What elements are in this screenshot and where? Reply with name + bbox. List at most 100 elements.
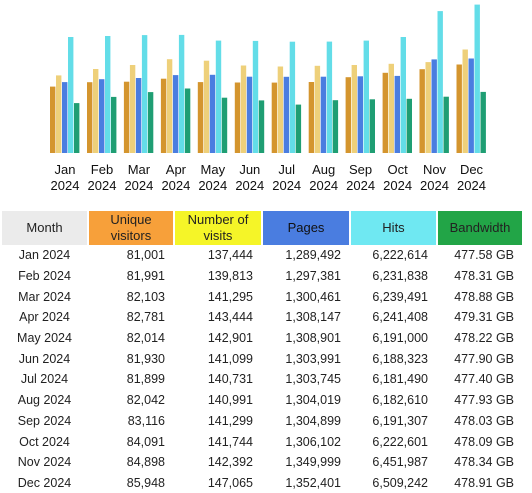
cell-number-of-visits: 139,813: [207, 269, 253, 284]
header-bandwidth[interactable]: Bandwidth: [438, 211, 522, 245]
cell-month: Nov 2024: [17, 455, 72, 470]
bar-unique-visitors: [456, 64, 462, 153]
cell-bandwidth: 478.88 GB: [454, 289, 514, 304]
bar-bandwidth: [369, 99, 375, 153]
header-number-of-visits[interactable]: Number of visits: [175, 211, 261, 245]
bar-number-of-visits: [203, 60, 210, 154]
cell-hits: 6,182,610: [372, 393, 428, 408]
cell-unique-visitors: 82,042: [126, 393, 165, 408]
bar-hits: [326, 41, 333, 153]
bar-pages: [99, 79, 105, 153]
x-tick-month: Apr: [166, 162, 187, 177]
header-month-label: Month: [26, 220, 63, 235]
cell-hits: 6,181,490: [372, 372, 428, 387]
bar-number-of-visits: [277, 66, 284, 153]
cell-bandwidth: 478.34 GB: [454, 455, 514, 470]
x-tick-month: Aug: [312, 162, 335, 177]
header-month[interactable]: Month: [2, 211, 87, 245]
header-unique-visitors[interactable]: Unique visitors: [89, 211, 173, 245]
header-pages[interactable]: Pages: [263, 211, 349, 245]
bar-number-of-visits: [56, 75, 62, 153]
bar-number-of-visits: [351, 65, 357, 153]
bar-unique-visitors: [234, 82, 241, 153]
cell-pages: 1,352,401: [285, 475, 341, 490]
x-tick-month: Jul: [278, 162, 295, 177]
header-hits-label: Hits: [382, 220, 405, 235]
cell-month: Mar 2024: [18, 289, 71, 304]
bar-hits: [105, 36, 111, 153]
bar-number-of-visits: [166, 59, 173, 154]
cell-unique-visitors: 83,116: [127, 413, 165, 428]
cell-hits: 6,509,242: [372, 475, 428, 490]
bar-number-of-visits: [462, 49, 468, 153]
x-tick-year: 2024: [51, 178, 80, 193]
cell-hits: 6,231,838: [372, 269, 428, 284]
cell-bandwidth: 478.09 GB: [454, 434, 514, 449]
cell-hits: 6,191,307: [372, 413, 428, 428]
x-tick-month: Oct: [387, 162, 408, 177]
bar-bandwidth: [258, 100, 265, 153]
bar-pages: [62, 82, 68, 153]
x-tick-month: Sep: [349, 162, 372, 177]
bar-hits: [141, 35, 148, 153]
bar-number-of-visits: [425, 62, 431, 153]
x-tick-year: 2024: [346, 178, 375, 193]
bar-pages: [246, 76, 253, 153]
cell-pages: 1,303,991: [285, 351, 341, 366]
monthly-bar-chart: Jan2024Feb2024Mar2024Apr2024May2024Jun20…: [50, 4, 486, 193]
bar-bandwidth: [332, 100, 339, 153]
cell-unique-visitors: 81,930: [126, 351, 165, 366]
bar-unique-visitors: [160, 78, 167, 153]
cell-hits: 6,241,408: [372, 310, 428, 325]
cell-pages: 1,304,899: [285, 413, 341, 428]
cell-hits: 6,188,323: [372, 351, 428, 366]
bar-bandwidth: [295, 104, 302, 153]
bar-pages: [283, 76, 290, 153]
cell-month: Jul 2024: [20, 372, 69, 387]
x-tick-month: Nov: [423, 162, 447, 177]
header-hits[interactable]: Hits: [351, 211, 436, 245]
cell-hits: 6,222,614: [372, 248, 428, 263]
cell-number-of-visits: 147,065: [207, 475, 253, 490]
cell-number-of-visits: 140,991: [207, 393, 253, 408]
cell-pages: 1,289,492: [285, 248, 341, 263]
cell-unique-visitors: 82,781: [126, 310, 165, 325]
bar-pages: [135, 78, 142, 153]
cell-pages: 1,308,147: [285, 310, 341, 325]
cell-month: Aug 2024: [17, 393, 72, 408]
cell-month: Jan 2024: [18, 248, 71, 263]
cell-bandwidth: 477.93 GB: [454, 393, 514, 408]
header-number-of-visits-line2: visits: [203, 228, 233, 243]
cell-bandwidth: 479.31 GB: [454, 310, 514, 325]
x-tick-year: 2024: [161, 178, 190, 193]
x-tick-month: Feb: [91, 162, 113, 177]
x-tick-month: Dec: [460, 162, 484, 177]
bar-number-of-visits: [388, 63, 394, 153]
bar-pages: [357, 76, 363, 153]
bar-bandwidth: [480, 91, 486, 153]
cell-month: May 2024: [17, 331, 72, 346]
bar-number-of-visits: [93, 69, 99, 153]
cell-hits: 6,222,601: [372, 434, 428, 449]
bar-unique-visitors: [197, 82, 204, 153]
bar-bandwidth: [111, 96, 117, 153]
cell-unique-visitors: 85,948: [126, 475, 165, 490]
cell-number-of-visits: 140,731: [207, 372, 253, 387]
cell-pages: 1,304,019: [285, 393, 341, 408]
cell-number-of-visits: 141,099: [207, 351, 253, 366]
x-tick-year: 2024: [383, 178, 412, 193]
cell-pages: 1,297,381: [285, 269, 341, 284]
bar-hits: [437, 11, 443, 153]
bar-unique-visitors: [308, 82, 315, 153]
table-row: Apr 2024 82,781 143,444 1,308,147 6,241,408 4…: [2, 307, 522, 328]
monthly-stats-table: Month Unique visitors Number of visits Pag…: [0, 211, 524, 493]
bar-pages: [320, 76, 327, 153]
table-row: Jan 2024 81,001 137,444 1,289,492 6,222,614 4…: [2, 245, 522, 266]
cell-pages: 1,308,901: [285, 331, 341, 346]
cell-hits: 6,451,987: [372, 455, 428, 470]
cell-pages: 1,300,461: [285, 289, 341, 304]
table-row: Jul 2024 81,899 140,731 1,303,745 6,181,490 4…: [2, 369, 522, 390]
table-body: Jan 2024 81,001 137,444 1,289,492 6,222,614 4…: [2, 245, 522, 493]
table-row: Mar 2024 82,103 141,295 1,300,461 6,239,491 4…: [2, 286, 522, 307]
cell-month: Dec 2024: [17, 475, 72, 490]
